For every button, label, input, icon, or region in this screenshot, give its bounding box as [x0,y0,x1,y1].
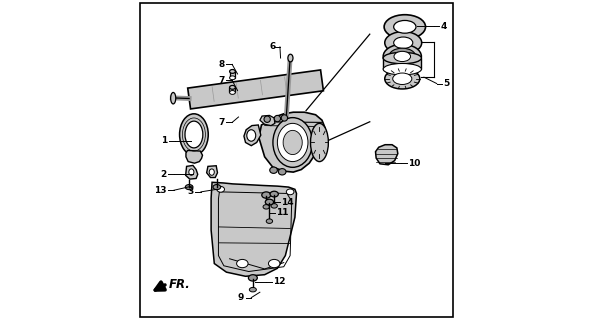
Ellipse shape [288,54,293,62]
Ellipse shape [383,52,422,64]
Ellipse shape [278,169,286,175]
Text: 10: 10 [408,159,420,168]
Text: 1: 1 [161,136,168,145]
Polygon shape [229,71,235,78]
Ellipse shape [171,92,176,104]
Polygon shape [383,58,422,69]
Ellipse shape [394,37,413,49]
Text: 12: 12 [273,277,286,286]
Ellipse shape [180,114,208,155]
Ellipse shape [383,44,422,68]
Ellipse shape [311,123,329,162]
Ellipse shape [263,204,269,209]
Ellipse shape [209,169,214,175]
Ellipse shape [270,191,278,197]
Polygon shape [211,182,296,276]
Ellipse shape [229,85,235,89]
Ellipse shape [269,260,280,268]
Polygon shape [229,87,235,92]
Polygon shape [244,125,261,146]
Text: 3: 3 [187,188,194,196]
Ellipse shape [265,199,273,205]
Ellipse shape [229,76,235,80]
Ellipse shape [262,192,270,198]
Text: FR.: FR. [169,278,191,291]
Ellipse shape [394,51,410,61]
Polygon shape [186,165,197,179]
Text: 7: 7 [219,118,225,127]
Text: 11: 11 [276,208,289,217]
Polygon shape [375,145,398,165]
Ellipse shape [249,287,256,292]
Ellipse shape [286,189,294,195]
Ellipse shape [185,121,203,148]
Polygon shape [206,166,218,178]
Ellipse shape [270,167,278,173]
Polygon shape [186,150,203,163]
Ellipse shape [383,63,422,75]
Text: 2: 2 [161,170,167,179]
Ellipse shape [389,48,416,65]
Text: 13: 13 [154,186,167,195]
Ellipse shape [274,116,280,122]
Text: 9: 9 [238,293,244,302]
Ellipse shape [189,169,194,175]
Ellipse shape [247,130,256,141]
Text: 8: 8 [219,60,225,69]
Ellipse shape [213,185,221,190]
Ellipse shape [266,219,273,223]
Ellipse shape [271,204,278,208]
Polygon shape [188,70,323,109]
Ellipse shape [385,32,422,54]
Ellipse shape [278,123,308,162]
Text: 4: 4 [441,22,447,31]
Ellipse shape [185,185,193,190]
Ellipse shape [281,115,288,121]
Polygon shape [260,116,275,125]
Ellipse shape [229,91,235,94]
Ellipse shape [229,69,235,73]
Ellipse shape [394,20,416,33]
Text: 14: 14 [281,197,294,206]
Polygon shape [259,112,325,172]
Text: 6: 6 [270,42,276,52]
Ellipse shape [273,118,313,167]
Ellipse shape [264,116,270,123]
Ellipse shape [384,15,426,39]
Text: 5: 5 [444,79,450,88]
Ellipse shape [283,130,302,155]
Ellipse shape [385,68,420,89]
Ellipse shape [393,73,412,84]
Ellipse shape [217,187,225,192]
Ellipse shape [237,260,248,268]
Ellipse shape [248,275,257,281]
Text: 7: 7 [219,76,225,85]
